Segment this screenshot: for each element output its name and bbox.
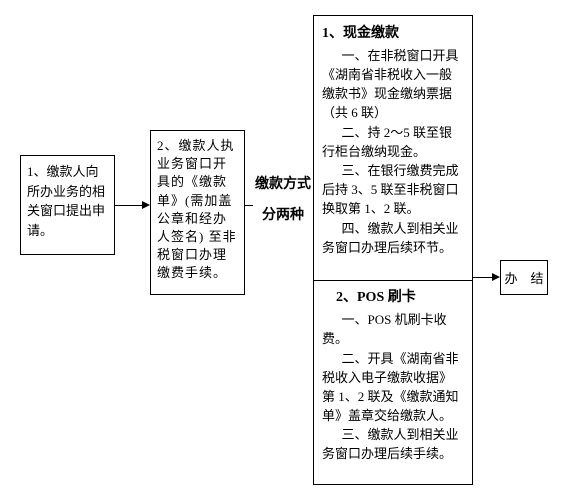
- pos-item-2: 二、开具《湖南省非税收入电子缴款收据》第 1、2 联及《缴款通知单》盖章交给缴款…: [322, 350, 464, 425]
- step2-box: 2、缴款人执业务窗口开具的《缴款单》(需加盖公章和经办人签名) 至非税窗口办理缴…: [150, 130, 245, 295]
- cash-title: 1、现金缴款: [322, 24, 464, 44]
- arrow-3-4-line: [473, 277, 492, 278]
- step2-text: 2、缴款人执业务窗口开具的《缴款单》(需加盖公章和经办人签名) 至非税窗口办理缴…: [157, 138, 237, 280]
- cash-item-3: 三、在银行缴费完成后持 3、5 联至非税窗口换取第 1、2 联。: [322, 162, 464, 219]
- step3-divider: [314, 280, 472, 281]
- cash-item-4: 四、缴款人到相关业务窗口办理后续环节。: [322, 220, 464, 258]
- pos-title: 2、POS 刷卡: [322, 288, 464, 308]
- cash-section: 1、现金缴款 一、在非税窗口开具《湖南省非税收入一般缴款书》现金缴纳票据（共 6…: [322, 24, 464, 258]
- step4-text: 办 结: [504, 268, 543, 287]
- step3-box: 1、现金缴款 一、在非税窗口开具《湖南省非税收入一般缴款书》现金缴纳票据（共 6…: [313, 15, 473, 485]
- pos-section: 2、POS 刷卡 一、POS 机刷卡收费。 二、开具《湖南省非税收入电子缴款收据…: [322, 288, 464, 465]
- step4-box: 办 结: [500, 260, 548, 295]
- method-label: 缴款方式 分两种: [253, 170, 313, 232]
- method-label-line2: 分两种: [253, 201, 313, 232]
- connector-2-3: [245, 205, 253, 206]
- method-label-line1: 缴款方式: [253, 170, 313, 201]
- pos-item-1: 一、POS 机刷卡收费。: [322, 311, 464, 349]
- arrow-1-2-line: [115, 205, 142, 206]
- cash-item-1: 一、在非税窗口开具《湖南省非税收入一般缴款书》现金缴纳票据（共 6 联）: [322, 47, 464, 122]
- cash-item-2: 二、持 2～5 联至银行柜台缴纳现金。: [322, 124, 464, 162]
- pos-item-3: 三、缴款人到相关业务窗口办理后续手续。: [322, 426, 464, 464]
- step1-box: 1、缴款人向所办业务的相关窗口提出申请。: [20, 155, 115, 255]
- step1-text: 1、缴款人向所办业务的相关窗口提出申请。: [27, 164, 105, 238]
- arrow-3-4-head: [492, 273, 500, 281]
- arrow-1-2-head: [142, 201, 150, 209]
